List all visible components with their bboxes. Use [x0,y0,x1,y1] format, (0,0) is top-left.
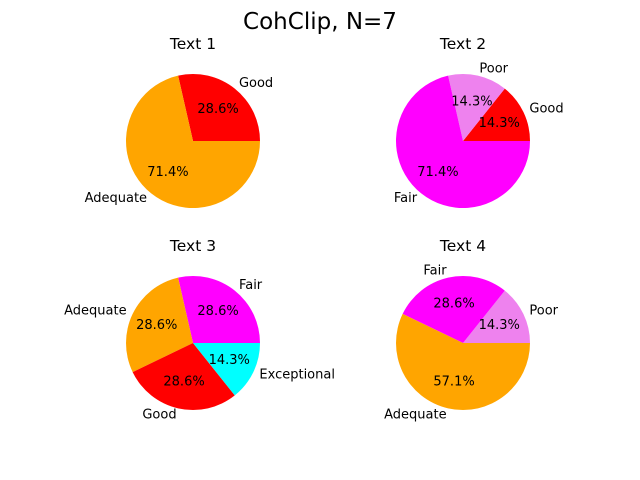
pie-slices-text-4: 14.3% Poor 28.6% Fair 57.1% Adequate [384,264,559,423]
pie-slice-good [178,74,260,141]
pie-slice-fair [395,75,530,209]
pie-percent-label: 71.4% [417,165,458,180]
pie-category-label: Fair [423,264,447,279]
pie-slice-poor [463,290,530,343]
pie-title-text-3: Text 3 [169,237,216,255]
pie-panel-text-3: Text 3 28.6%Fair28.6%Adequate28.6%Good14… [64,237,335,422]
pie-slices-text-2: 14.3% Good 14.3% Poor 71.4% Fair [394,62,564,209]
pie-percent-label: 28.6% [433,296,474,311]
pie-category-label: Fair [239,278,263,293]
pie-percent-label: 14.3% [479,116,520,131]
pie-category-label: Fair [394,191,418,206]
pie-panel-text-2: Text 2 14.3% Good 14.3% Poor 71.4% Fair [394,35,564,209]
pie-category-label: Exceptional [259,367,335,382]
pie-category-label: Good [529,102,563,117]
pie-panel-text-4: Text 4 14.3% Poor 28.6% Fair 57.1% Adequate [384,237,559,422]
pie-percent-label: 28.6% [163,375,204,390]
pie-percent-label: 28.6% [197,102,238,117]
pie-category-label: Adequate [64,304,126,319]
pie-slice-good [463,88,530,141]
pie-percent-label: 28.6% [197,304,238,319]
pie-slice-adequate [126,277,193,373]
pie-slice-fair [178,276,260,343]
pie-percent-label: 71.4% [147,165,188,180]
pie-slice-poor [448,74,505,141]
pie-slice-adequate [125,75,260,209]
pie-category-label: Poor [479,62,508,77]
pie-slices-text-3: 28.6%Fair28.6%Adequate28.6%Good14.3%Exce… [64,276,335,422]
pie-percent-label: 28.6% [136,318,177,333]
pie-category-label: Good [142,407,176,422]
pie-title-text-2: Text 2 [439,35,486,53]
pie-title-text-1: Text 1 [169,35,216,53]
pie-slice-fair [402,276,505,343]
pie-category-label: Poor [529,304,558,319]
pie-slices-text-1: 28.6%Good 71.4%Adequate [85,74,273,209]
pie-title-text-4: Text 4 [439,237,486,255]
pie-percent-label: 57.1% [433,375,474,390]
pie-percent-label: 14.3% [479,318,520,333]
pie-slice-exceptional [193,343,260,396]
pie-percent-label: 14.3% [209,353,250,368]
pie-category-label: Adequate [384,407,446,422]
figure-title: CohClip, N=7 [243,9,397,35]
pie-panel-text-1: Text 1 28.6%Good 71.4%Adequate [85,35,273,209]
pie-category-label: Good [239,76,273,91]
pie-slice-good [132,343,235,410]
pie-slice-adequate [395,313,530,410]
pie-category-label: Adequate [85,191,147,206]
pie-percent-label: 14.3% [451,94,492,109]
